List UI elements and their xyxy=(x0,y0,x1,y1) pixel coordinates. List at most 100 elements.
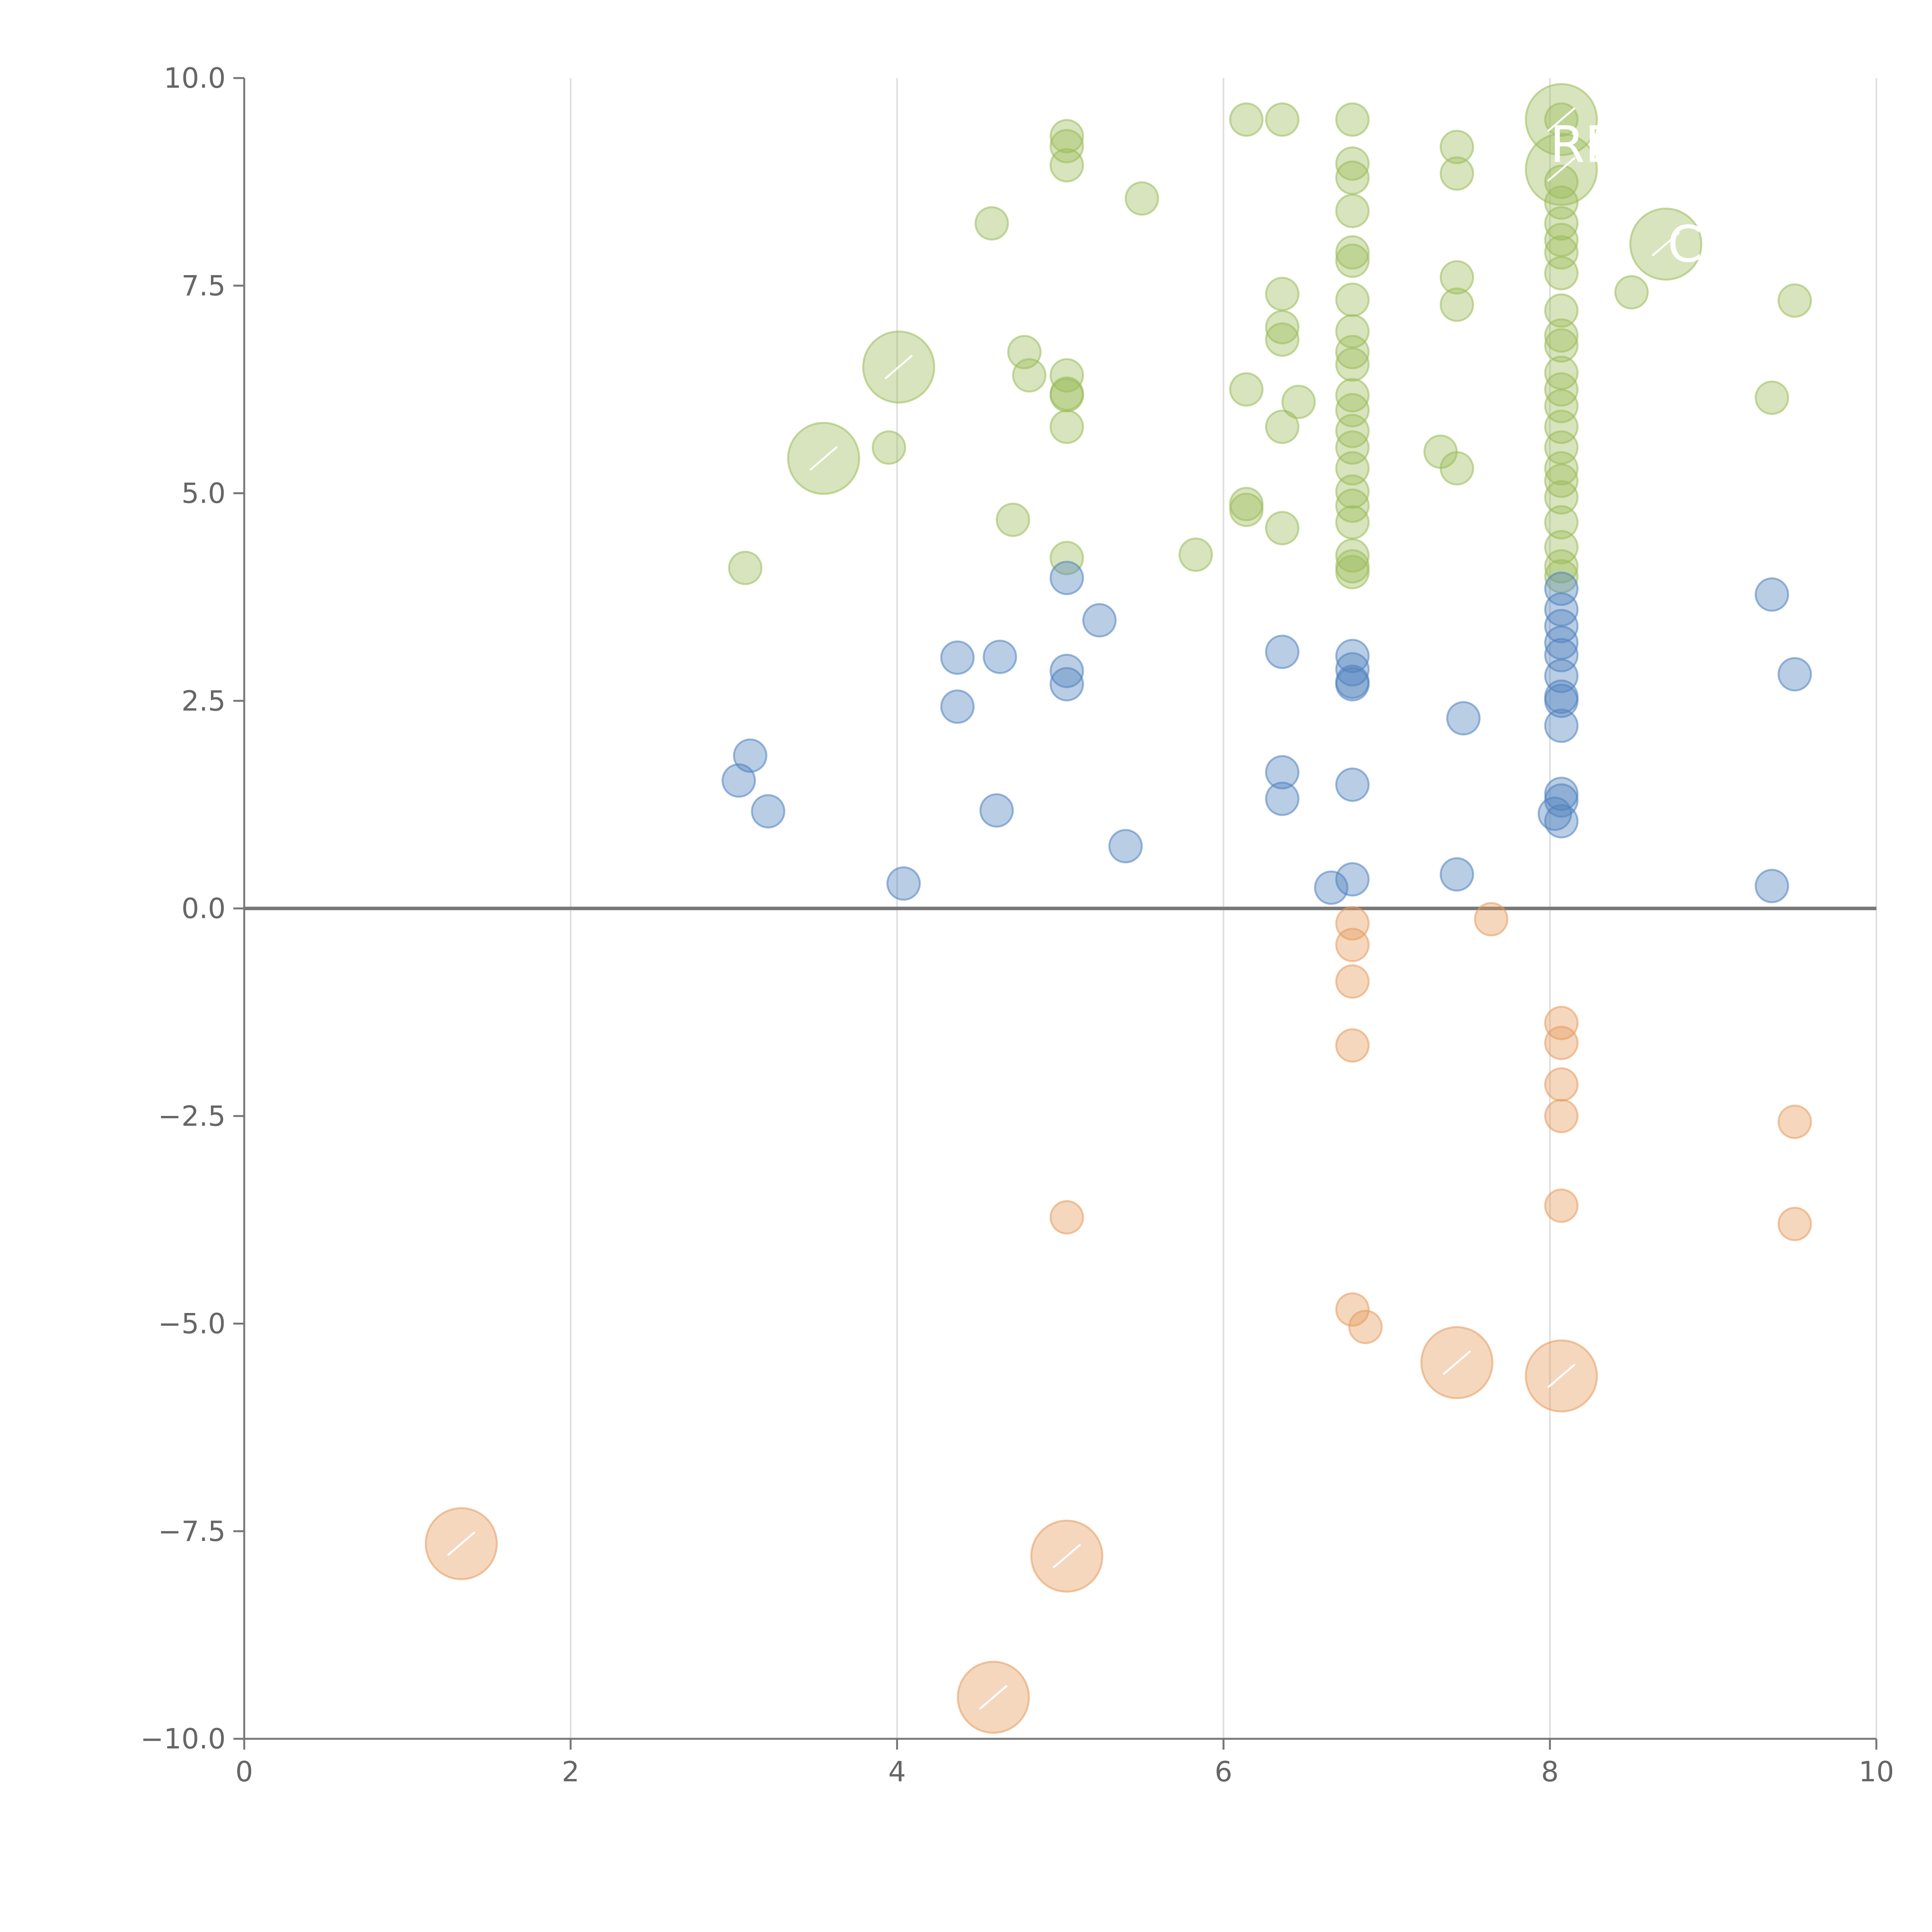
orange-point xyxy=(1544,1188,1579,1223)
label-pointer xyxy=(1651,231,1680,257)
green-point xyxy=(1049,378,1084,413)
green-point xyxy=(1049,129,1084,163)
label-pointer xyxy=(447,1531,476,1556)
orange-point xyxy=(1049,1200,1084,1235)
label-pointer xyxy=(979,1685,1008,1710)
green-point xyxy=(1335,102,1370,137)
green-point xyxy=(1335,243,1370,278)
green-point xyxy=(1439,129,1474,164)
data-points xyxy=(425,83,1812,1734)
green-point xyxy=(1229,372,1264,407)
y-tick-label: 2.5 xyxy=(181,685,226,717)
point-label: C xyxy=(1667,215,1702,274)
green-point xyxy=(1265,277,1299,311)
green-point xyxy=(1335,235,1370,270)
blue-point xyxy=(1777,657,1812,692)
green-point xyxy=(1544,185,1579,220)
blue-point xyxy=(979,793,1014,828)
green-point xyxy=(1335,347,1370,382)
green-point xyxy=(1544,389,1579,423)
y-tick-label: 7.5 xyxy=(181,269,226,302)
green-point xyxy=(1439,451,1474,486)
green-point xyxy=(1229,102,1264,137)
green-point xyxy=(1265,410,1299,444)
label-pointer xyxy=(1442,1350,1471,1375)
green-point xyxy=(975,206,1009,241)
green-point xyxy=(1179,537,1213,572)
orange-point xyxy=(1544,1006,1579,1041)
blue-point xyxy=(1265,755,1299,790)
green-point xyxy=(1049,410,1084,444)
blue-point xyxy=(983,639,1017,674)
blue-point xyxy=(1335,767,1370,802)
green-point xyxy=(1335,146,1370,181)
blue-point xyxy=(1544,783,1579,818)
blue-point xyxy=(1544,658,1579,693)
orange-point xyxy=(1544,1026,1579,1060)
green-point xyxy=(1439,287,1474,322)
green-point xyxy=(1049,541,1084,575)
green-point xyxy=(1335,194,1370,228)
blue-point xyxy=(1439,857,1474,892)
blue-point xyxy=(1049,653,1084,688)
label-pointer xyxy=(1547,1363,1576,1388)
blue-point xyxy=(1335,667,1370,702)
orange-point xyxy=(1777,1104,1812,1139)
blue-point xyxy=(1335,862,1370,897)
green-point xyxy=(1544,480,1579,515)
green-point xyxy=(1335,474,1370,509)
orange-point xyxy=(1544,1099,1579,1133)
axes: 0 2 4 6 8 10 −10.0 −7.5 −5.0 −2.5 0.0 2.5 5.0 7.5 10.0 xyxy=(140,62,1894,1788)
green-point xyxy=(1544,235,1579,270)
green-point xyxy=(1335,335,1370,369)
green-point xyxy=(1012,358,1047,393)
green-point xyxy=(1335,393,1370,428)
green-point xyxy=(1049,358,1084,393)
blue-point xyxy=(1544,684,1579,718)
green-point xyxy=(1755,380,1789,415)
x-tick-label: 4 xyxy=(888,1755,906,1788)
green-point xyxy=(1544,505,1579,540)
label-pointer xyxy=(1053,1544,1081,1569)
green-point xyxy=(1544,328,1579,363)
green-point xyxy=(1544,256,1579,291)
blue-point xyxy=(1544,638,1579,673)
orange-point xyxy=(1335,964,1370,999)
blue-point xyxy=(1108,829,1143,864)
label-pointer xyxy=(1547,157,1576,182)
blue-point xyxy=(940,689,975,724)
green-point xyxy=(1049,148,1084,183)
green-point xyxy=(1544,165,1579,199)
green-point xyxy=(1265,322,1299,357)
y-tick-label: 5.0 xyxy=(181,477,226,510)
blue-point xyxy=(1314,870,1349,905)
orange-point xyxy=(1777,1207,1812,1242)
green-point xyxy=(1439,260,1474,295)
blue-point xyxy=(1265,634,1299,669)
y-tick-label: −2.5 xyxy=(158,1100,226,1132)
x-tick-label: 0 xyxy=(235,1755,253,1788)
x-tick-label: 6 xyxy=(1214,1755,1232,1788)
blue-point xyxy=(1544,708,1579,743)
point-label: RE xyxy=(1550,115,1616,174)
blue-point xyxy=(1335,639,1370,673)
blue-point xyxy=(733,738,767,773)
green-point xyxy=(996,502,1031,537)
y-tick-label: 0.0 xyxy=(181,892,226,925)
orange-point xyxy=(1335,1292,1370,1327)
green-point xyxy=(1265,102,1299,137)
orange-point xyxy=(1335,1028,1370,1063)
green-point xyxy=(1335,282,1370,317)
x-tick-label: 2 xyxy=(562,1755,580,1788)
x-tick-label: 8 xyxy=(1541,1755,1559,1788)
green-point xyxy=(1544,293,1579,328)
green-point xyxy=(1265,511,1299,546)
green-point xyxy=(728,551,763,585)
green-point xyxy=(1124,181,1159,216)
y-tick-label: −7.5 xyxy=(158,1515,226,1548)
blue-point xyxy=(1049,667,1084,702)
green-point xyxy=(1439,156,1474,191)
green-point xyxy=(1544,530,1579,565)
green-point xyxy=(1544,451,1579,486)
